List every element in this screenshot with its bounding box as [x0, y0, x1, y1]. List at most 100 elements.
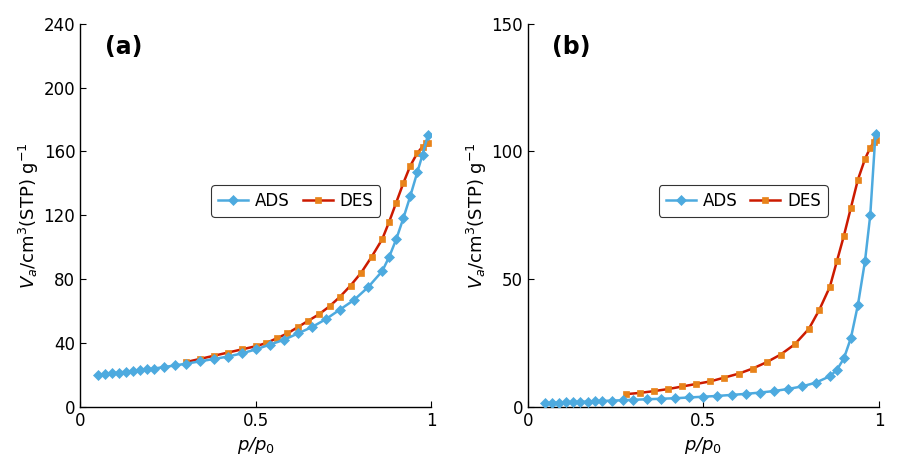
- ADS: [575, 399, 586, 404]
- ADS: [656, 396, 667, 402]
- DES: [405, 163, 415, 169]
- DES: [845, 205, 856, 210]
- DES: [180, 359, 191, 365]
- ADS: [810, 380, 821, 385]
- ADS: [321, 316, 332, 322]
- ADS: [293, 331, 304, 336]
- ADS: [121, 369, 132, 375]
- DES: [250, 343, 261, 349]
- ADS: [561, 400, 572, 405]
- ADS: [278, 337, 289, 342]
- DES: [747, 366, 758, 371]
- ADS: [208, 356, 219, 362]
- DES: [345, 283, 356, 289]
- ADS: [852, 302, 863, 307]
- DES: [832, 258, 842, 264]
- DES: [870, 137, 881, 143]
- ADS: [236, 350, 247, 356]
- ADS: [180, 361, 191, 367]
- ADS: [740, 391, 751, 397]
- ADS: [223, 354, 233, 359]
- DES: [391, 200, 402, 205]
- ADS: [568, 399, 578, 405]
- ADS: [582, 399, 593, 404]
- ADS: [845, 335, 856, 341]
- DES: [852, 177, 863, 183]
- DES: [621, 391, 632, 397]
- DES: [865, 145, 876, 150]
- ADS: [754, 390, 765, 395]
- ADS: [134, 368, 145, 373]
- DES: [334, 294, 345, 299]
- ADS: [782, 386, 793, 392]
- ADS: [417, 152, 428, 158]
- DES: [705, 378, 716, 384]
- DES: [423, 140, 433, 146]
- ADS: [540, 400, 551, 406]
- DES: [719, 375, 730, 380]
- ADS: [99, 371, 110, 377]
- ADS: [870, 131, 881, 136]
- DES: [860, 156, 870, 162]
- ADS: [684, 394, 695, 400]
- DES: [869, 140, 879, 145]
- Y-axis label: $V_a$/cm$^3$(STP) g$^{-1}$: $V_a$/cm$^3$(STP) g$^{-1}$: [464, 142, 488, 289]
- DES: [377, 236, 387, 242]
- ADS: [377, 268, 387, 274]
- X-axis label: $p$/$p_0$: $p$/$p_0$: [685, 435, 723, 456]
- ADS: [860, 258, 870, 264]
- ADS: [159, 364, 170, 370]
- DES: [417, 144, 428, 149]
- Text: (b): (b): [552, 35, 591, 59]
- DES: [194, 356, 205, 362]
- X-axis label: $p$/$p_0$: $p$/$p_0$: [237, 435, 275, 456]
- ADS: [141, 367, 152, 372]
- ADS: [832, 367, 842, 373]
- DES: [421, 140, 432, 146]
- DES: [223, 350, 233, 356]
- ADS: [412, 169, 423, 175]
- ADS: [363, 284, 374, 290]
- DES: [761, 359, 772, 365]
- DES: [271, 335, 282, 341]
- DES: [324, 304, 335, 309]
- ADS: [617, 397, 628, 403]
- ADS: [423, 132, 433, 138]
- DES: [282, 331, 293, 336]
- ADS: [824, 373, 835, 379]
- ADS: [149, 366, 159, 371]
- ADS: [606, 398, 617, 403]
- ADS: [334, 307, 345, 312]
- ADS: [596, 398, 607, 404]
- Line: DES: DES: [182, 140, 432, 366]
- Y-axis label: $V_a$/cm$^3$(STP) g$^{-1}$: $V_a$/cm$^3$(STP) g$^{-1}$: [16, 142, 41, 289]
- Line: ADS: ADS: [542, 130, 879, 407]
- DES: [398, 181, 409, 186]
- ADS: [642, 396, 652, 402]
- DES: [649, 388, 660, 394]
- ADS: [127, 368, 138, 374]
- ADS: [554, 400, 565, 405]
- Legend: ADS, DES: ADS, DES: [212, 185, 380, 217]
- DES: [733, 371, 744, 377]
- ADS: [769, 388, 779, 394]
- ADS: [194, 359, 205, 364]
- ADS: [698, 394, 709, 400]
- DES: [314, 311, 324, 317]
- ADS: [114, 370, 124, 376]
- DES: [804, 326, 815, 332]
- ADS: [106, 370, 117, 376]
- DES: [356, 270, 367, 276]
- DES: [775, 352, 786, 358]
- ADS: [391, 236, 402, 242]
- ADS: [589, 398, 600, 404]
- DES: [384, 219, 395, 225]
- ADS: [169, 363, 180, 368]
- ADS: [264, 342, 275, 348]
- DES: [789, 342, 800, 347]
- DES: [839, 233, 850, 238]
- ADS: [839, 356, 850, 361]
- ADS: [865, 212, 876, 218]
- Line: ADS: ADS: [95, 132, 432, 378]
- ADS: [547, 400, 558, 406]
